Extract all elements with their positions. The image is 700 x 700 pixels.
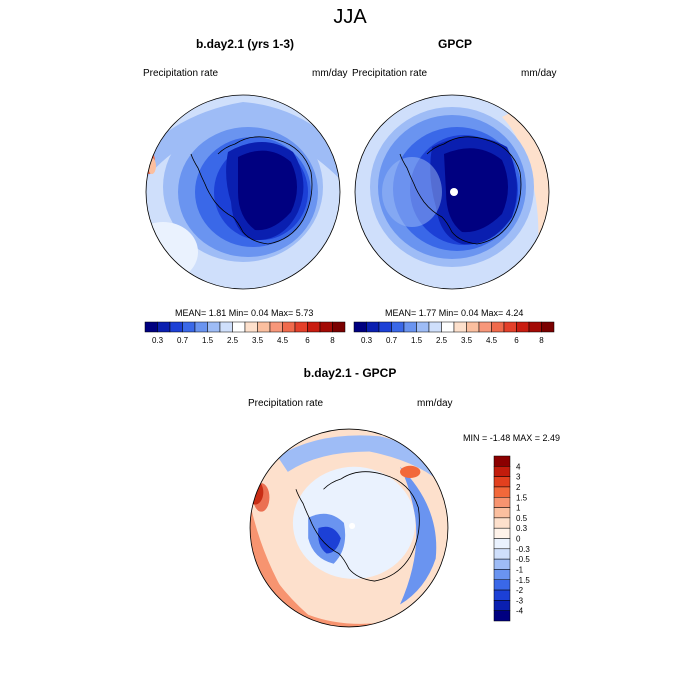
- panel-2-colorbar-tick-label: 6: [514, 336, 519, 345]
- diff-colorbar-swatch: [493, 476, 511, 488]
- panel-2-colorbar-swatch: [516, 321, 530, 333]
- panel-1-colorbar-swatch: [144, 321, 158, 333]
- panel-2-colorbar-tick-label: 8: [539, 336, 544, 345]
- diff-colorbar-tick-label: -1.5: [516, 576, 530, 585]
- diff-panel-title: b.day2.1 - GPCP: [303, 366, 397, 380]
- diff-colorbar-swatch: [493, 486, 511, 498]
- panel-1-colorbar-swatch: [269, 321, 283, 333]
- diff-colorbar-tick-label: -3: [516, 596, 524, 605]
- diff-colorbar-swatch: [493, 497, 511, 508]
- diff-colorbar-tick-label: 0.5: [516, 514, 528, 523]
- panel-1-variable-label: Precipitation rate: [143, 68, 219, 79]
- panel-1-colorbar-tick-label: 0.3: [152, 336, 164, 345]
- panel-2-colorbar-swatch: [391, 321, 405, 333]
- panel-1-colorbar-tick-label: 1.5: [202, 336, 214, 345]
- panel-1-colorbar-swatch: [194, 321, 208, 333]
- panel-1-colorbar-tick-label: 3.5: [252, 336, 264, 345]
- diff-colorbar-tick-label: -1: [516, 565, 524, 574]
- panel-1-colorbar-tick-label: 8: [330, 336, 335, 345]
- panel-2-stats: MEAN= 1.77 Min= 0.04 Max= 4.24: [385, 308, 524, 318]
- panel-1-colorbar-swatch: [319, 321, 333, 333]
- panel-2-colorbar-swatch: [378, 321, 392, 333]
- diff-colorbar-swatch: [493, 610, 511, 622]
- panel-2-variable-label: Precipitation rate: [352, 68, 428, 79]
- diff-colorbar-tick-label: 0: [516, 535, 521, 544]
- diff-colorbar-swatch: [493, 538, 511, 550]
- diff-colorbar-swatch: [493, 589, 511, 601]
- diff-panel-stats: MIN = -1.48 MAX = 2.49: [463, 433, 561, 443]
- panel-1-units-label: mm/day: [312, 68, 348, 79]
- panel-2-colorbar: 0.3 0.7 1.5 2.5 3.5 4.5 6 8: [353, 321, 555, 345]
- panel-2-colorbar-swatch: [403, 321, 417, 333]
- panel-1-colorbar-tick-label: 6: [305, 336, 310, 345]
- panel-1-colorbar-swatch: [219, 321, 233, 333]
- diff-colorbar-tick-label: 1.5: [516, 493, 528, 502]
- diff-colorbar-swatch: [493, 569, 511, 580]
- panel-1-colorbar-tick-label: 4.5: [277, 336, 289, 345]
- diff-colorbar-swatch: [493, 507, 511, 519]
- panel-1-polar-map: [145, 94, 341, 290]
- panel-1-colorbar-swatch: [232, 321, 246, 333]
- panel-1-colorbar-swatch: [207, 321, 221, 333]
- panel-2-colorbar-swatch: [453, 321, 467, 333]
- diff-colorbar-swatch: [493, 600, 511, 611]
- diff-colorbar-tick-label: -0.3: [516, 545, 530, 554]
- figure-title: JJA: [333, 6, 367, 28]
- panel-1-colorbar-tick-label: 2.5: [227, 336, 239, 345]
- diff-colorbar-tick-label: 1: [516, 504, 521, 513]
- diff-colorbar-swatch: [493, 579, 511, 591]
- diff-colorbar-tick-label: 0.3: [516, 524, 528, 533]
- diff-colorbar-tick-label: -0.5: [516, 555, 530, 564]
- diff-colorbar-tick-label: 2: [516, 483, 521, 492]
- panel-2-colorbar-swatch: [441, 321, 455, 333]
- panel-2-colorbar-tick-label: 2.5: [436, 336, 448, 345]
- panel-2-units-label: mm/day: [521, 68, 557, 79]
- diff-colorbar-tick-label: 4: [516, 462, 521, 471]
- panel-2-colorbar-swatch: [416, 321, 430, 333]
- panel-2-colorbar-tick-label: 4.5: [486, 336, 498, 345]
- panel-1-colorbar-swatch: [294, 321, 308, 333]
- panel-1-colorbar-swatch: [332, 321, 346, 333]
- panel-2-colorbar-swatch: [528, 321, 542, 333]
- panel-2-colorbar-tick-label: 3.5: [461, 336, 473, 345]
- panel-1-colorbar-swatch: [307, 321, 321, 333]
- diff-colorbar-swatch: [493, 455, 511, 467]
- panel-2-colorbar-tick-label: 1.5: [411, 336, 423, 345]
- panel-1-colorbar-swatch: [282, 321, 296, 333]
- panel-1-colorbar-swatch: [182, 321, 196, 333]
- panel-1-colorbar-tick-label: 0.7: [177, 336, 189, 345]
- diff-colorbar-swatch: [493, 466, 511, 477]
- panel-2-colorbar-tick-label: 0.7: [386, 336, 398, 345]
- panel-2-colorbar-swatch: [353, 321, 367, 333]
- panel-2-colorbar-swatch: [466, 321, 480, 333]
- panel-2-polar-map: [354, 94, 550, 290]
- diff-colorbar: 4 321.5 10.50.3 0-0.3-0.5-1 -1.5-2-3 -4: [493, 455, 530, 622]
- panel-2-colorbar-swatch: [478, 321, 492, 333]
- diff-colorbar-tick-label: 3: [516, 473, 521, 482]
- panel-1-title: b.day2.1 (yrs 1-3): [195, 37, 295, 51]
- panel-1-colorbar-swatch: [244, 321, 258, 333]
- diff-colorbar-tick-label: -2: [516, 586, 524, 595]
- panel-1-colorbar: 0.3 0.7 1.5 2.5 3.5 4.5 6 8: [144, 321, 346, 345]
- diff-colorbar-swatch: [493, 527, 511, 539]
- panel-1-colorbar-swatch: [157, 321, 171, 333]
- diff-colorbar-swatch: [493, 558, 511, 570]
- panel-1-colorbar-swatch: [169, 321, 183, 333]
- panel-2-title: GPCP: [437, 37, 472, 51]
- panel-2-colorbar-swatch: [541, 321, 555, 333]
- diff-polar-map: [249, 428, 449, 628]
- panel-2-colorbar-swatch: [366, 321, 380, 333]
- diff-colorbar-swatch: [493, 517, 511, 529]
- panel-1-stats: MEAN= 1.81 Min= 0.04 Max= 5.73: [175, 308, 314, 318]
- panel-1-colorbar-swatch: [257, 321, 271, 333]
- diff-panel-variable-label: Precipitation rate: [248, 398, 324, 409]
- diff-panel-units-label: mm/day: [417, 398, 453, 409]
- panel-2-colorbar-swatch: [428, 321, 442, 333]
- diff-colorbar-swatch: [493, 548, 511, 560]
- panel-2-colorbar-tick-label: 0.3: [361, 336, 373, 345]
- panel-2-colorbar-swatch: [491, 321, 505, 333]
- diff-colorbar-tick-label: -4: [516, 607, 524, 616]
- panel-2-colorbar-swatch: [503, 321, 517, 333]
